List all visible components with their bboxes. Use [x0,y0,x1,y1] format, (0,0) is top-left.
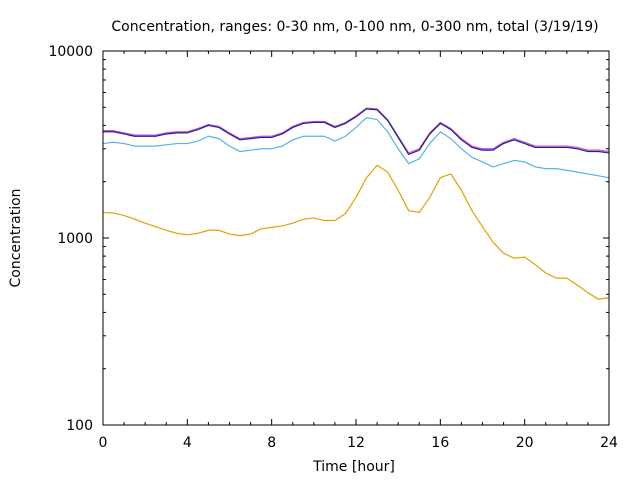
x-tick-label: 8 [267,435,276,451]
plot-frame [102,50,610,426]
x-tick-label: 12 [347,435,365,451]
series-line-3 [103,108,610,155]
y-axis-label: Concentration [8,188,24,287]
series-line-0 [102,164,610,300]
y-tick-label: 100 [66,418,93,434]
series-line-2 [103,107,610,154]
y-axis-ticks: 100 1000 10000 [48,44,609,434]
x-axis-ticks: 0 4 8 12 16 20 24 [99,51,618,451]
x-tick-label: 24 [600,435,618,451]
series-layer [102,107,610,300]
y-tick-label: 10000 [48,44,93,60]
x-tick-label: 20 [516,435,534,451]
x-axis-label: Time [hour] [312,459,395,475]
chart-title: Concentration, ranges: 0-30 nm, 0-100 nm… [111,19,598,35]
x-tick-label: 4 [183,435,192,451]
series-line-1 [102,117,610,179]
x-tick-label: 0 [99,435,108,451]
x-tick-label: 16 [431,435,449,451]
y-tick-label: 1000 [57,231,93,247]
